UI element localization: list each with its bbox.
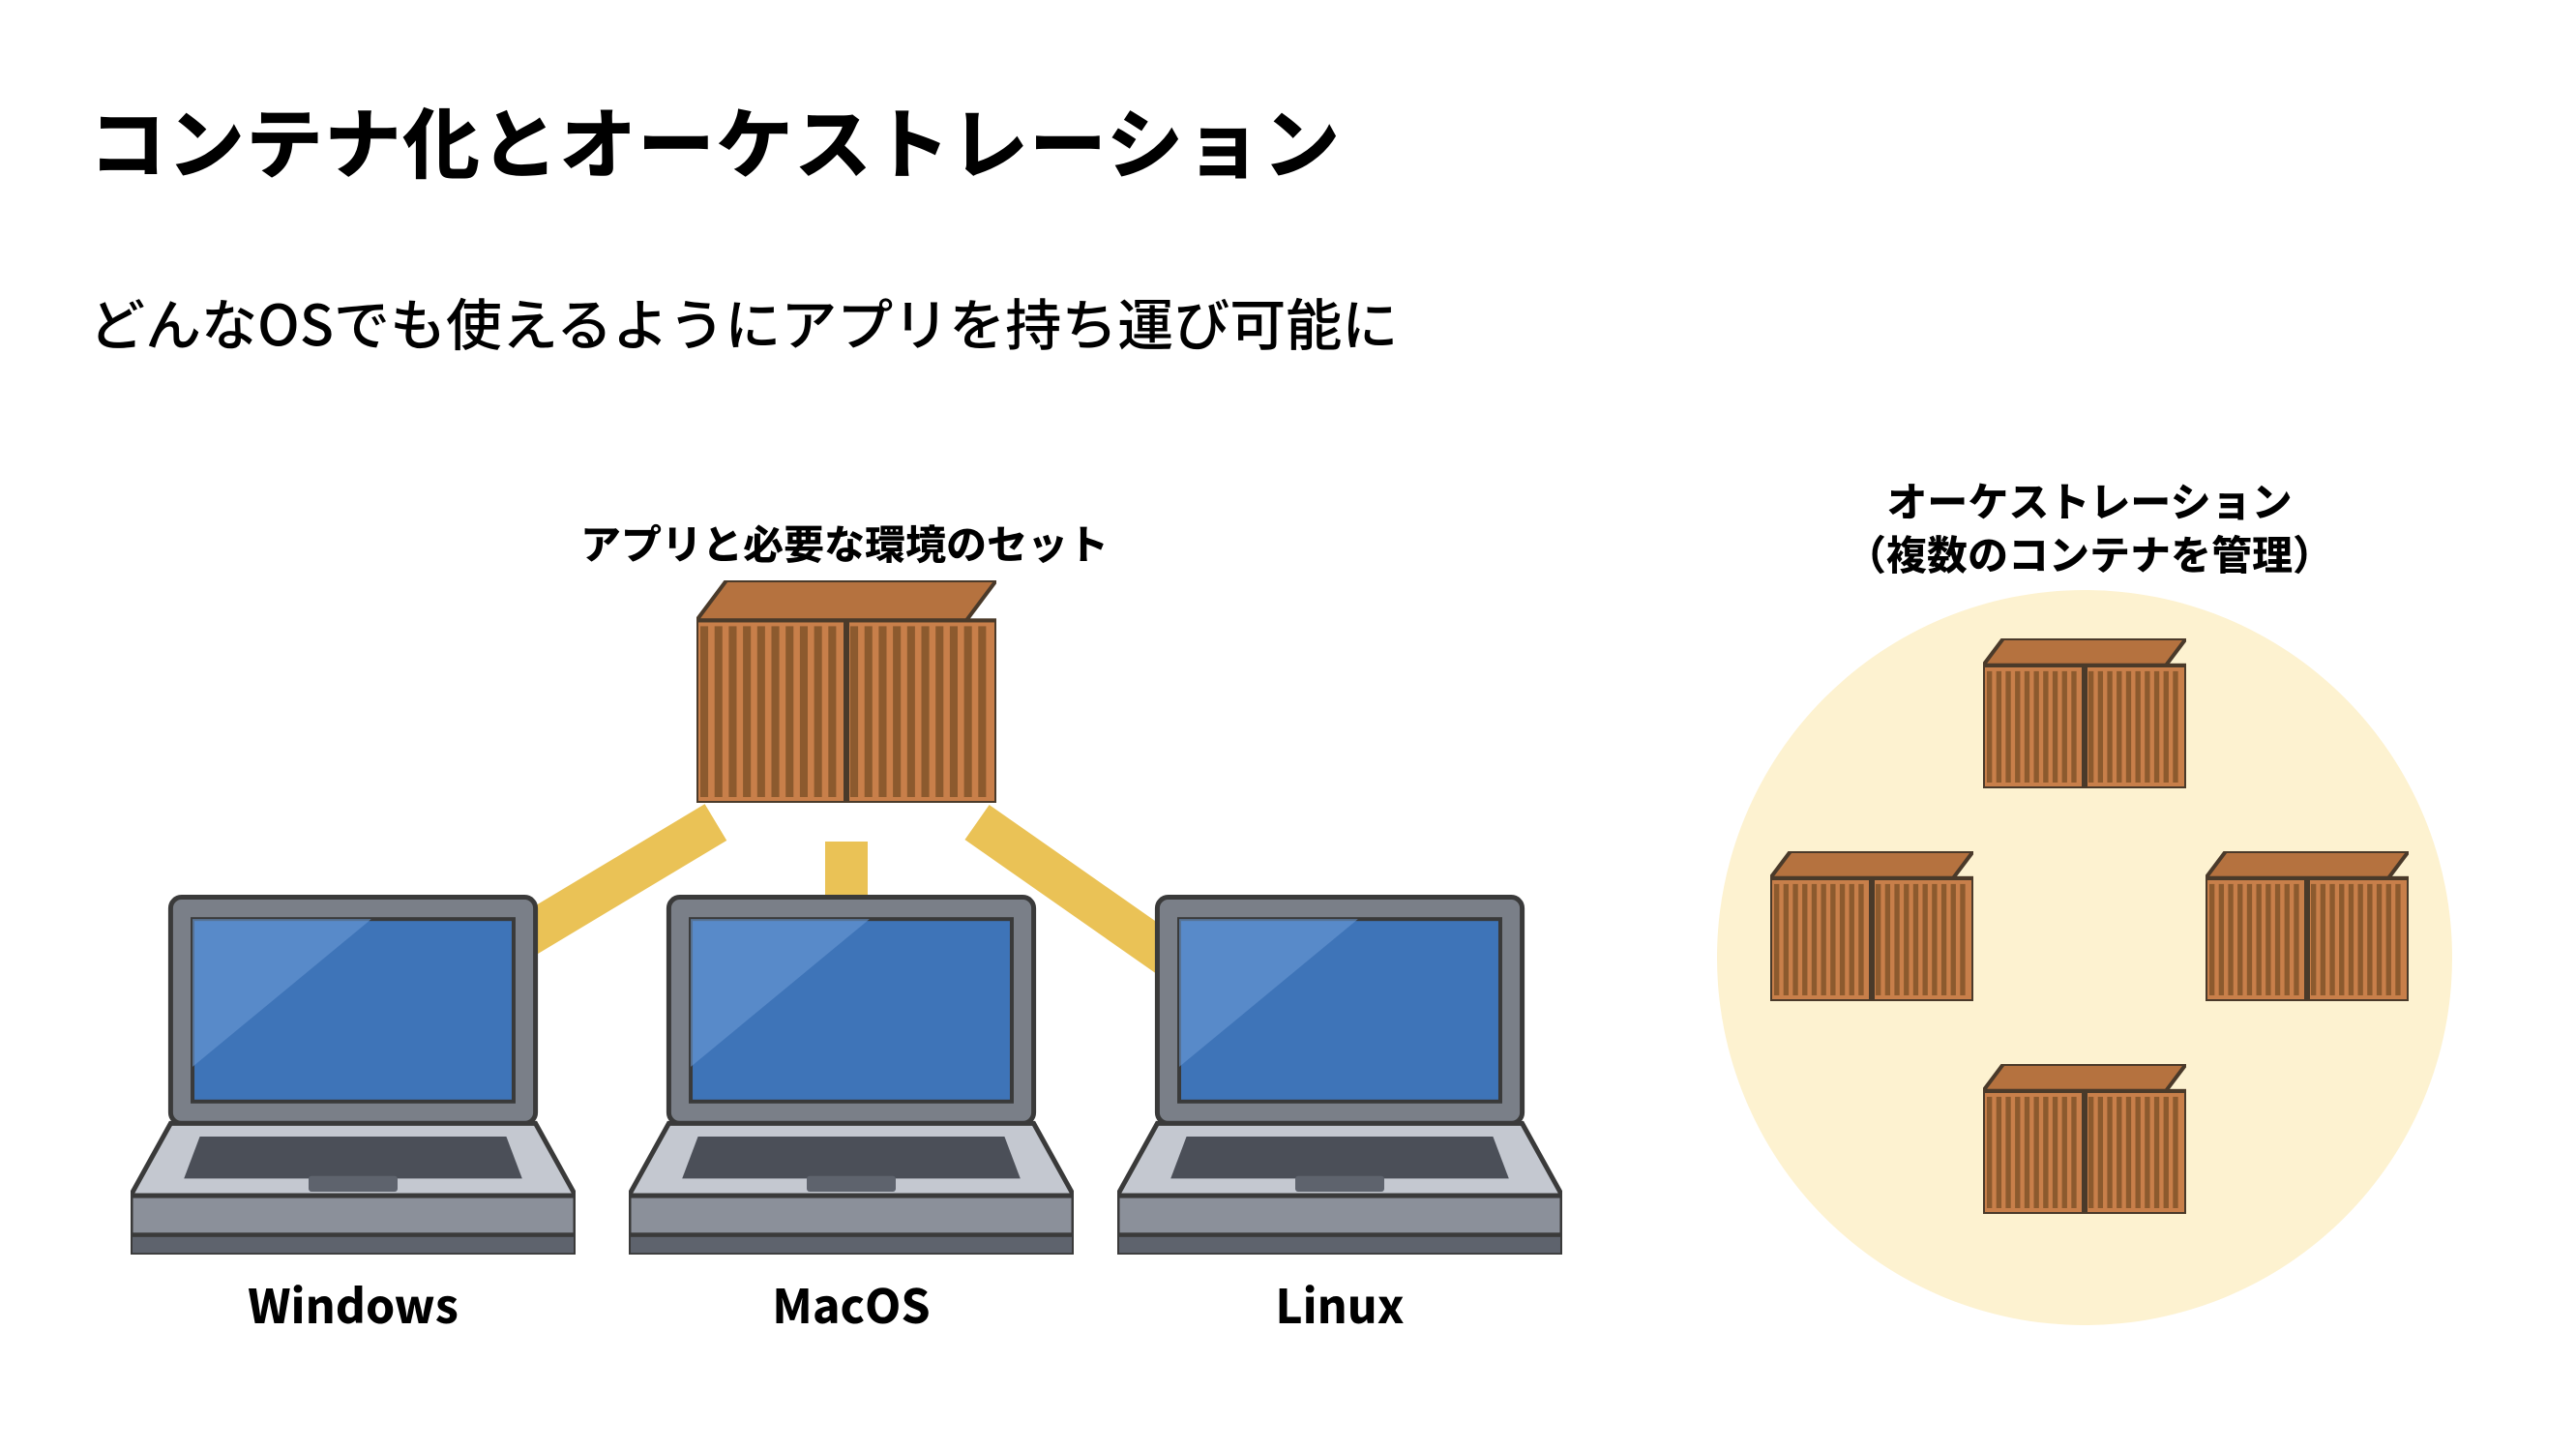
- container-icon: [1983, 1064, 2186, 1214]
- container-icon: [1770, 851, 1973, 1001]
- right-caption: オーケストレーション （複数のコンテナを管理）: [1741, 474, 2438, 579]
- os-label: MacOS: [629, 1269, 1074, 1337]
- container-icon: [1983, 638, 2186, 788]
- right-caption-line2: （複数のコンテナを管理）: [1846, 523, 2333, 582]
- left-caption: アプリと必要な環境のセット: [580, 513, 1109, 572]
- laptop-icon: [1117, 890, 1562, 1255]
- os-label: Linux: [1117, 1269, 1562, 1337]
- laptop-icon: [629, 890, 1074, 1255]
- laptop-icon: [131, 890, 576, 1255]
- slide-title: コンテナ化とオーケストレーション: [89, 83, 1341, 195]
- container-icon: [2206, 851, 2409, 1001]
- os-label: Windows: [131, 1269, 576, 1337]
- right-caption-line1: オーケストレーション: [1886, 470, 2292, 529]
- slide-subtitle: どんなOSでも使えるようにアプリを持ち運び可能に: [89, 281, 1398, 362]
- arrow-icon: [977, 769, 1331, 875]
